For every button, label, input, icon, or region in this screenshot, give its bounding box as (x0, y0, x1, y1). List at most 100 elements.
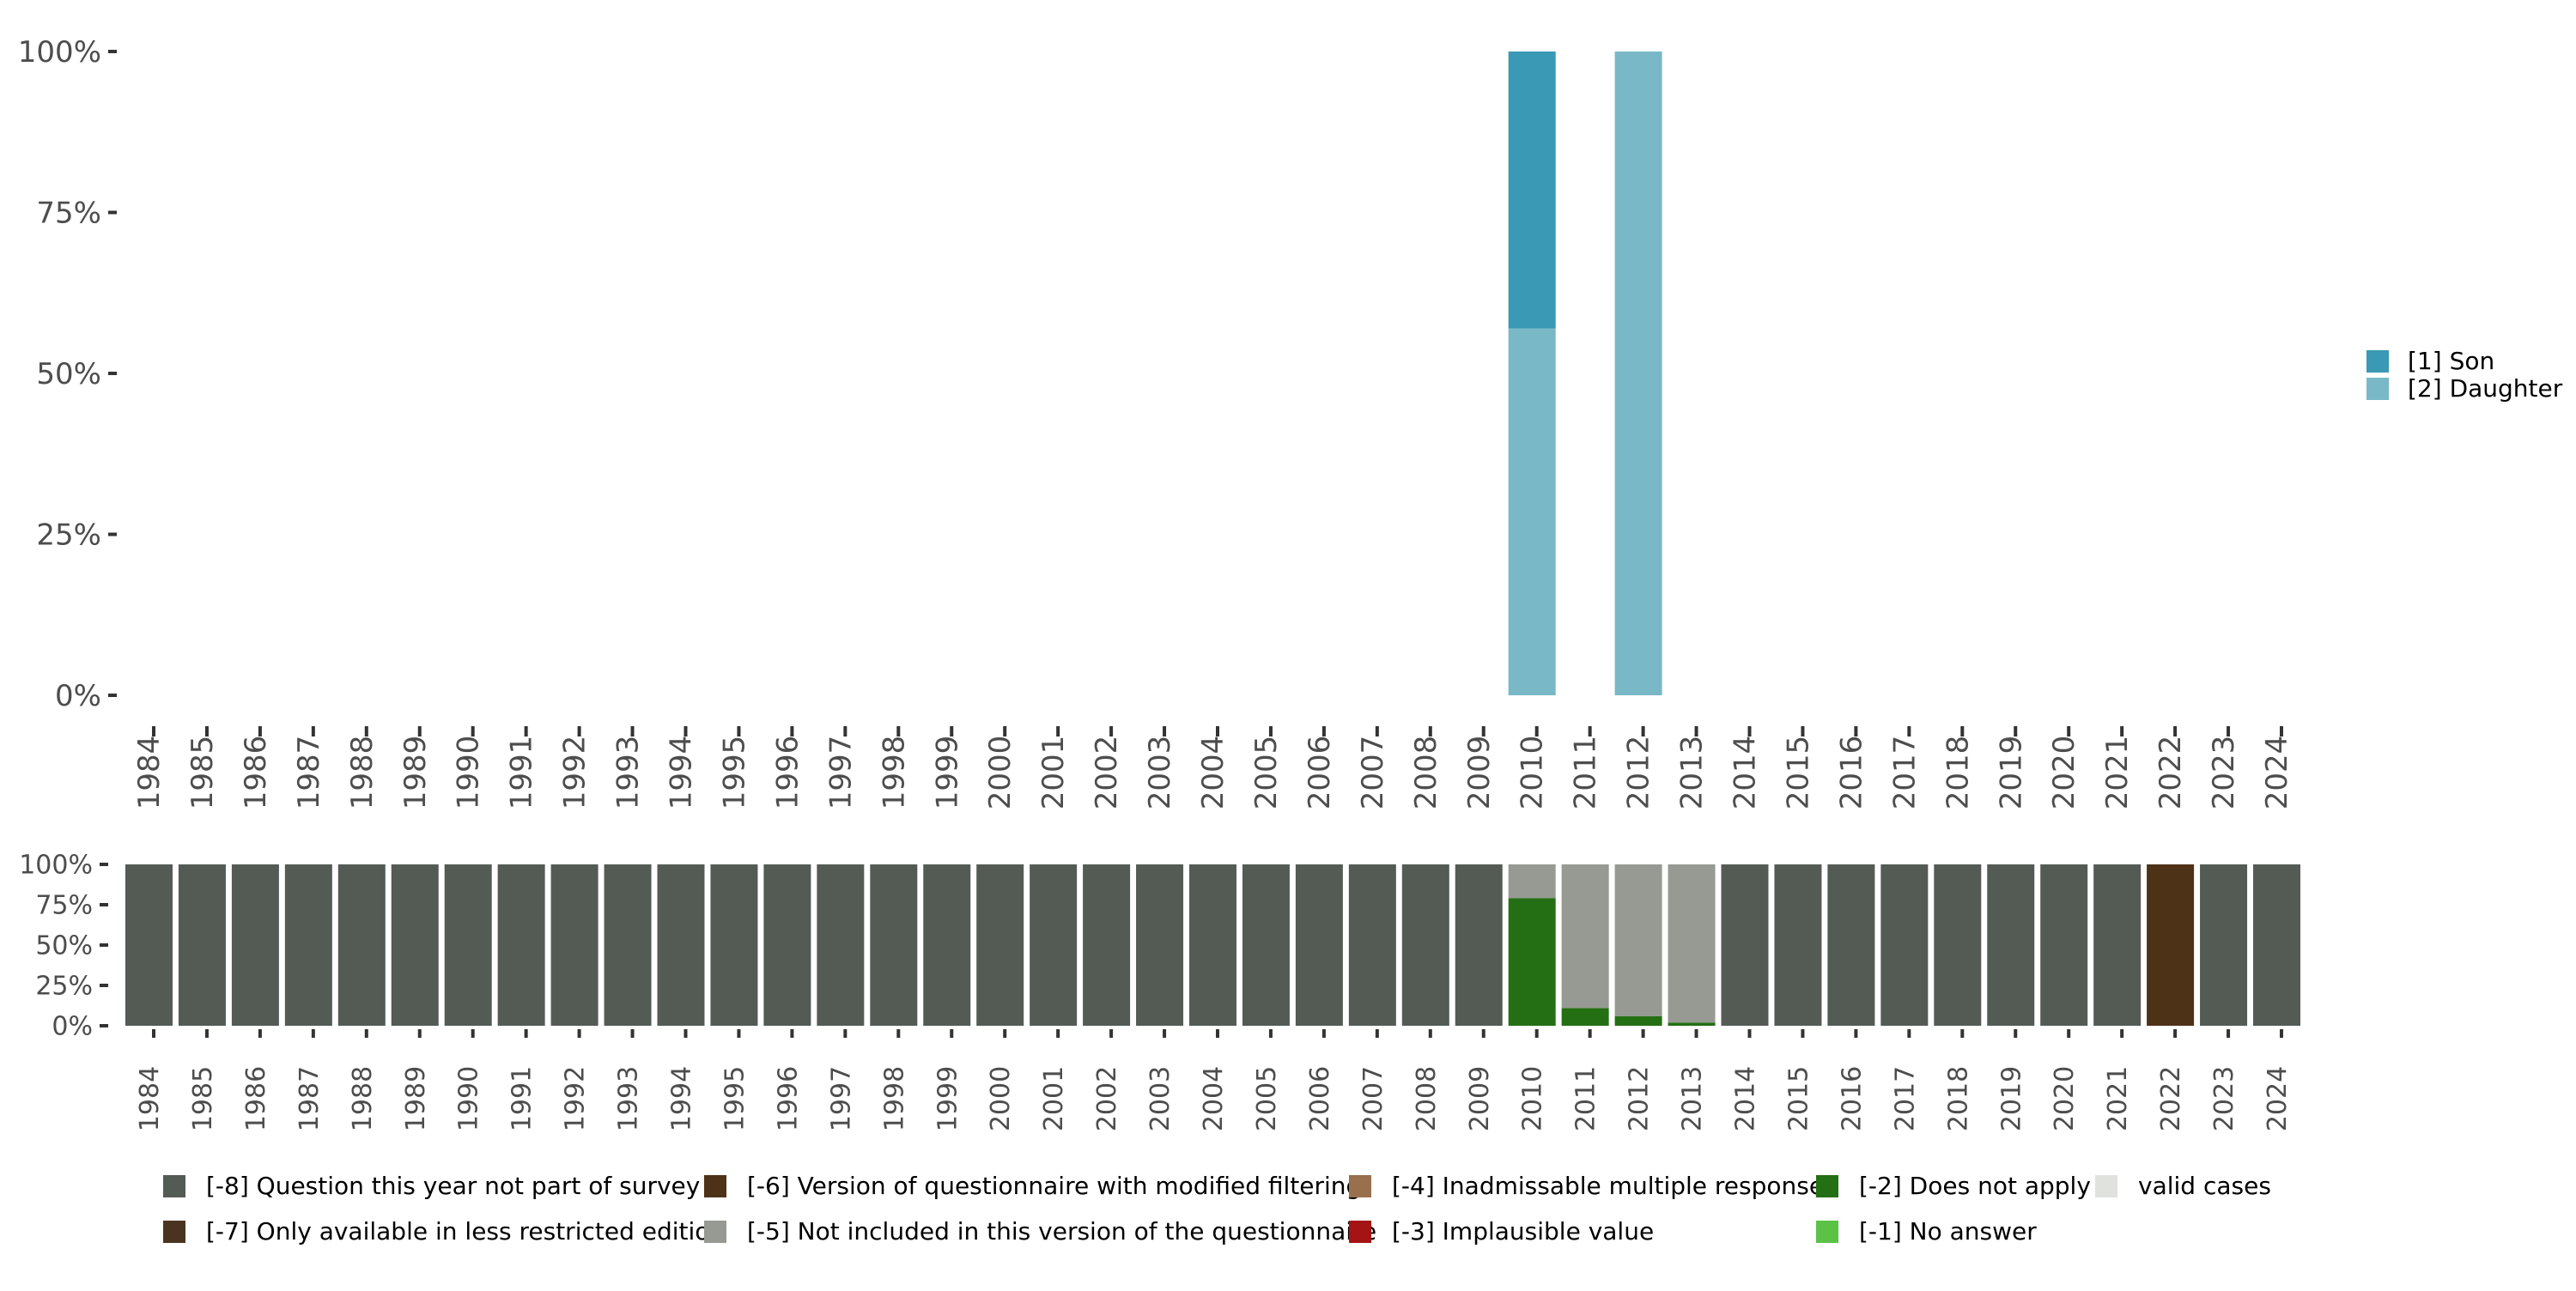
x-tick-label: 1986 (241, 1066, 271, 1131)
bar-1991--8-question-this-year-not-part-of-survey (497, 864, 545, 1026)
x-tick-label: 1996 (770, 736, 805, 810)
x-tick-label: 2000 (983, 736, 1018, 810)
bar-2016--8-question-this-year-not-part-of-survey (1827, 864, 1875, 1026)
bar-2005--8-question-this-year-not-part-of-survey (1242, 864, 1290, 1026)
x-tick-label: 1999 (930, 736, 964, 810)
y-tick-label: 50% (35, 931, 93, 961)
x-tick-label: 2004 (1199, 1066, 1229, 1131)
x-tick-label: 2003 (1145, 1066, 1176, 1131)
legend-swatch (1816, 1221, 1838, 1243)
x-tick-label: 1995 (720, 1066, 750, 1131)
y-tick-label: 25% (35, 972, 93, 1002)
legend-swatch (704, 1221, 726, 1243)
x-tick-label: 2022 (2156, 1066, 2186, 1131)
x-tick-label: 2019 (1994, 736, 2028, 810)
x-tick-label: 2011 (1571, 1066, 1601, 1131)
x-tick-label: 2019 (1996, 1066, 2026, 1131)
x-tick-label: 2007 (1358, 1066, 1388, 1131)
x-tick-label: 1996 (773, 1066, 803, 1131)
legend-label: [-7] Only available in less restricted e… (206, 1217, 725, 1246)
bar-1998--8-question-this-year-not-part-of-survey (870, 864, 918, 1026)
legend-label: [-8] Question this year not part of surv… (206, 1172, 700, 1200)
x-tick-label: 1990 (452, 736, 486, 810)
x-tick-label: 1990 (454, 1066, 484, 1131)
bar-1985--8-question-this-year-not-part-of-survey (178, 864, 226, 1026)
bar-2022--6-version-of-questionnaire-with-modified-filtering (2147, 864, 2195, 1026)
x-tick-label: 1988 (345, 736, 380, 810)
bar-1994--8-question-this-year-not-part-of-survey (657, 864, 705, 1026)
bar-2010--1-son (1508, 52, 1556, 329)
x-tick-label: 2014 (1728, 736, 1763, 810)
bar-2012--2-does-not-apply (1614, 1015, 1662, 1026)
x-tick-label: 1986 (239, 736, 273, 810)
x-tick-label: 2021 (2103, 1066, 2133, 1131)
x-tick-label: 2000 (986, 1066, 1016, 1131)
x-tick-label: 1989 (401, 1066, 431, 1131)
bar-2010--2-does-not-apply (1508, 898, 1556, 1026)
bar-2010--2-daughter (1508, 328, 1556, 695)
missing-values-chart: 0% 25% 50% 75% 100% 1984 1985 1986 1987 1988 1989 1… (19, 851, 2300, 1246)
bar-2013--5-not-included-in-this-version-of-the-questionnaire (1668, 864, 1716, 1023)
x-tick-label: 1992 (561, 1066, 591, 1131)
x-tick-label: 2016 (1837, 1066, 1867, 1131)
bar-2009--8-question-this-year-not-part-of-survey (1455, 864, 1503, 1026)
bar-1986--8-question-this-year-not-part-of-survey (231, 864, 279, 1026)
legend-label: valid cases (2138, 1172, 2271, 1200)
y-tick-label: 75% (36, 196, 101, 230)
x-tick-label: 2001 (1036, 736, 1071, 810)
bar-2000--8-question-this-year-not-part-of-survey (976, 864, 1024, 1026)
legend-label: [-1] No answer (1859, 1217, 2037, 1246)
y-tick-label: 0% (52, 1012, 93, 1042)
x-tick-label: 2010 (1516, 736, 1550, 810)
legend-label: [-5] Not included in this version of the… (747, 1217, 1376, 1246)
x-tick-label: 2012 (1622, 736, 1656, 810)
x-tick-label: 2015 (1781, 736, 1815, 810)
y-tick-label: 25% (36, 518, 101, 552)
legend-swatch (2366, 350, 2389, 373)
legend-label: [2] Daughter (2408, 374, 2563, 403)
x-tick-label: 1997 (826, 1066, 856, 1131)
bar-2006--8-question-this-year-not-part-of-survey (1295, 864, 1343, 1026)
legend-swatch (704, 1175, 726, 1197)
x-tick-label: 2020 (2050, 1066, 2080, 1131)
legend-label: [-4] Inadmissable multiple response (1392, 1172, 1824, 1200)
bar-2013--2-does-not-apply (1668, 1022, 1716, 1026)
x-tick-label: 2003 (1143, 736, 1177, 810)
x-tick-label: 1999 (933, 1066, 963, 1131)
x-tick-label: 2023 (2207, 736, 2241, 810)
x-tick-label: 1984 (132, 736, 167, 810)
x-tick-label: 1994 (665, 736, 699, 810)
legend-swatch (1349, 1175, 1371, 1197)
bar-2008--8-question-this-year-not-part-of-survey (1401, 864, 1449, 1026)
x-tick-label: 2017 (1887, 736, 1922, 810)
bar-1990--8-question-this-year-not-part-of-survey (444, 864, 492, 1026)
y-tick-label: 50% (36, 357, 101, 391)
x-tick-label: 1994 (667, 1066, 697, 1131)
x-tick-label: 1985 (185, 736, 220, 810)
bar-2012--5-not-included-in-this-version-of-the-questionnaire (1614, 864, 1662, 1016)
x-tick-label: 1998 (877, 736, 911, 810)
x-tick-label: 1998 (879, 1066, 909, 1131)
x-tick-label: 2009 (1465, 1066, 1495, 1131)
x-tick-label: 2024 (2263, 1066, 2293, 1131)
legend-swatch (2095, 1175, 2117, 1197)
legend-label: [-2] Does not apply (1859, 1172, 2091, 1200)
bar-1989--8-question-this-year-not-part-of-survey (391, 864, 439, 1026)
x-tick-label: 1988 (348, 1066, 378, 1131)
x-tick-label: 2008 (1409, 736, 1443, 810)
x-tick-label: 1991 (505, 736, 539, 810)
legend-swatch (163, 1175, 185, 1197)
x-tick-label: 1991 (507, 1066, 538, 1131)
x-tick-label: 2002 (1090, 736, 1124, 810)
bar-2011--5-not-included-in-this-version-of-the-questionnaire (1561, 864, 1609, 1009)
bar-1996--8-question-this-year-not-part-of-survey (763, 864, 811, 1026)
y-tick-label: 75% (35, 891, 93, 921)
bar-1993--8-question-this-year-not-part-of-survey (604, 864, 652, 1026)
x-tick-label: 2010 (1518, 1066, 1548, 1131)
x-tick-label: 2020 (2047, 736, 2081, 810)
x-tick-label: 1987 (292, 736, 326, 810)
bar-2003--8-question-this-year-not-part-of-survey (1136, 864, 1184, 1026)
bar-2001--8-question-this-year-not-part-of-survey (1030, 864, 1078, 1026)
x-tick-label: 2018 (1943, 1066, 1973, 1131)
